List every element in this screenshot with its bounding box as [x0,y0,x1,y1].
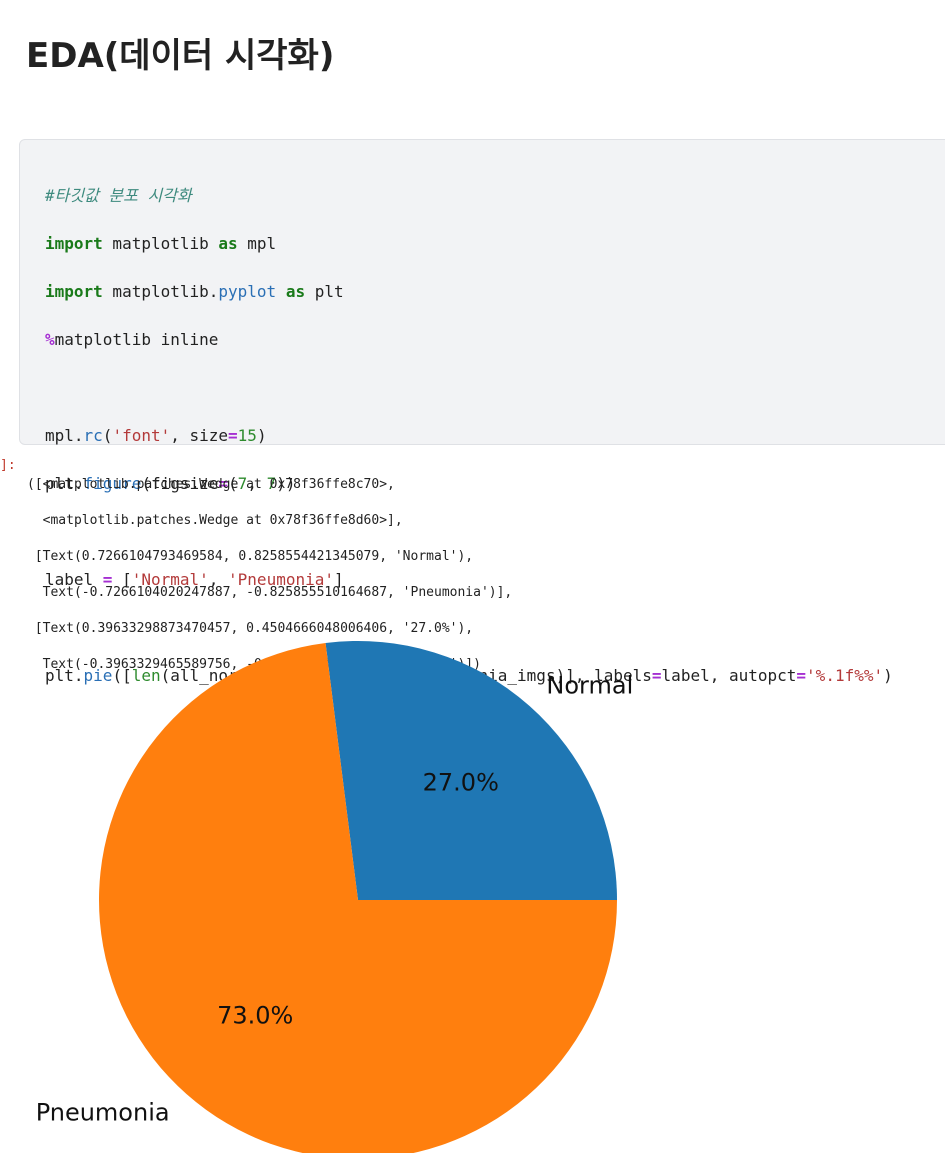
token: 15 [237,426,257,445]
code-line: %matplotlib inline [45,328,893,352]
token: ([ [112,666,132,685]
token: pyplot [218,282,277,301]
token: 'Normal' [131,570,209,589]
code-line: #타깃값 분포 시각화 [45,184,893,208]
token: matplotlib inline [54,330,219,349]
output-line: [Text(0.7266104793469584, 0.825855442134… [27,549,474,564]
token: as [285,282,306,301]
token: , [208,570,229,589]
token: 7 [266,474,277,493]
wedge [325,641,617,900]
token: import [45,282,103,301]
token: import [45,234,103,253]
pct-label: 73.0% [217,1002,293,1030]
token: [ [112,570,132,589]
token: ( [228,474,238,493]
code-line: mpl.rc('font', size=15) [45,424,893,448]
token: ) [256,426,267,445]
token: matplotlib [102,234,219,253]
token: plt. [45,666,84,685]
token: = [651,666,662,685]
token: 'font' [112,426,171,445]
wedge-label: Normal [546,671,633,699]
token: rc [83,426,103,445]
wedge [99,643,617,1153]
token: figure [83,474,142,493]
token: ( [102,426,113,445]
output-prompt: ]: [0,458,16,473]
token: mpl [237,234,277,253]
wedge-label: Pneumonia [36,1099,170,1127]
code-line: import matplotlib.pyplot as plt [45,280,893,304]
code-line: label = ['Normal', 'Pneumonia'] [45,568,893,592]
token: )) [276,474,296,493]
output-line: <matplotlib.patches.Wedge at 0x78f36ffe8… [27,513,403,528]
heading: EDA(데이터 시각화) [26,36,335,76]
code-line: plt.figure(figsize=(7, 7)) [45,472,893,496]
token: , size [170,426,229,445]
output-line: [Text(0.39633298873470457, 0.45046660480… [27,621,474,636]
token: ] [334,570,344,589]
token: label, autopct [661,666,797,685]
token: 'Pneumonia' [228,570,334,589]
token: = [796,666,807,685]
token: matplotlib. [102,282,219,301]
token: (figsize [141,474,219,493]
pct-label: 27.0% [423,768,499,796]
token: plt [305,282,344,301]
token: ) [883,666,893,685]
token: len [131,666,161,685]
token: plt. [45,474,84,493]
code-line: import matplotlib as mpl [45,232,893,256]
code-cell[interactable]: #타깃값 분포 시각화 import matplotlib as mpl imp… [19,139,945,685]
token: = [102,570,113,589]
token: = [218,474,229,493]
token: mpl. [45,426,84,445]
output-line: ([<matplotlib.patches.Wedge at 0x78f36ff… [27,477,395,492]
token: label [45,570,103,589]
token: , [247,474,267,493]
token: '%.1f%%' [806,666,884,685]
output-line: Text(-0.7266104020247887, -0.82585551016… [27,585,513,600]
token: pie [83,666,113,685]
code: #타깃값 분포 시각화 import matplotlib as mpl imp… [45,160,893,736]
token: 7 [237,474,248,493]
token: #타깃값 분포 시각화 [45,186,192,205]
token: as [218,234,238,253]
token: = [228,426,238,445]
token: % [45,330,55,349]
